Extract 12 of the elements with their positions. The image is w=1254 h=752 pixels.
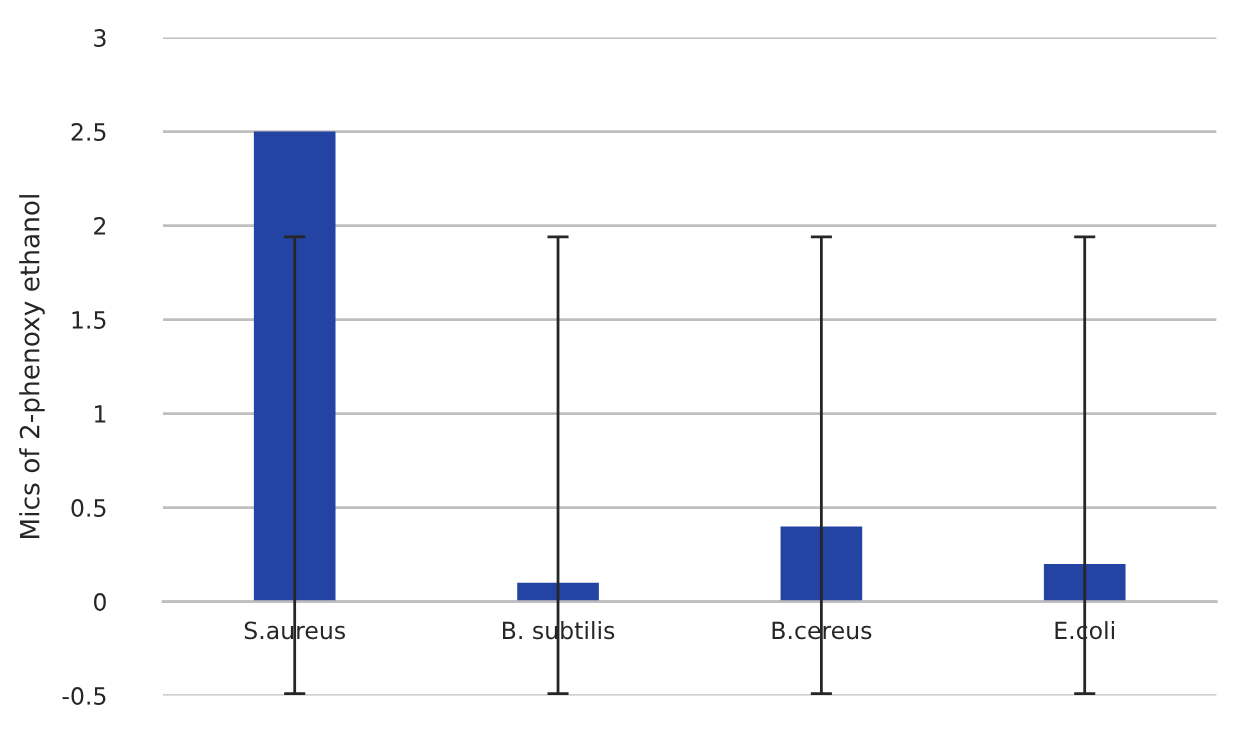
y-tick-label: 2.5	[71, 123, 106, 141]
y-tick-label: 0	[94, 593, 106, 611]
y-tick-label: 1.5	[72, 311, 106, 329]
y-tick-label: 3	[94, 29, 106, 47]
y-tick-label: -0.5	[62, 687, 106, 705]
y-tick-label: 0.5	[71, 499, 106, 517]
y-axis-title: Mics of 2-phenoxy ethanol	[19, 195, 45, 538]
y-tick-label: 1	[95, 405, 106, 423]
bar	[780, 526, 863, 602]
bar	[253, 131, 336, 602]
bar	[1043, 564, 1126, 602]
y-tick-label: 2	[94, 217, 106, 235]
